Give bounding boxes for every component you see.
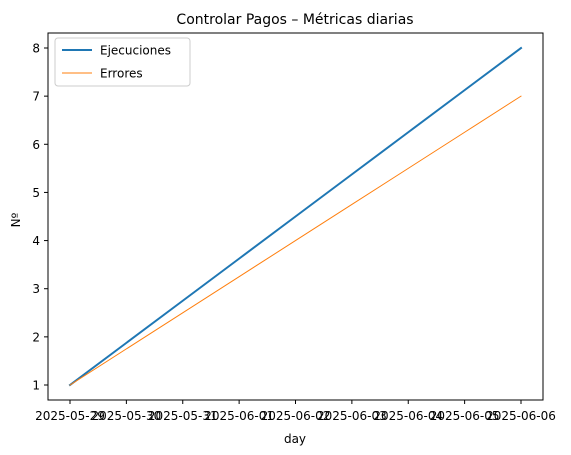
y-tick-label: 2	[32, 330, 40, 344]
y-tick-label: 3	[32, 282, 40, 296]
legend-label: Ejecuciones	[100, 44, 171, 58]
x-tick-label: 2025-05-31	[148, 409, 218, 423]
x-tick-label: 2025-06-01	[204, 409, 274, 423]
x-tick-label: 2025-05-29	[35, 409, 105, 423]
series-line-errores	[69, 95, 522, 386]
x-axis: 2025-05-292025-05-302025-05-312025-06-01…	[35, 400, 556, 423]
x-tick-label: 2025-05-30	[92, 409, 162, 423]
y-tick-label: 7	[32, 90, 40, 104]
y-tick-label: 5	[32, 186, 40, 200]
x-tick-label: 2025-06-04	[373, 409, 443, 423]
y-axis: 1 2 3 4 5 6 7 8	[32, 42, 48, 393]
y-tick-label: 6	[32, 138, 40, 152]
legend-label: Errores	[100, 67, 143, 81]
x-tick-label: 2025-06-02	[261, 409, 331, 423]
x-tick-label: 2025-06-03	[317, 409, 387, 423]
x-axis-label: day	[284, 432, 306, 446]
chart-title: Controlar Pagos – Métricas diarias	[176, 12, 413, 28]
x-tick-label: 2025-06-06	[486, 409, 556, 423]
legend: Ejecuciones Errores	[54, 37, 191, 87]
y-axis-label: Nº	[9, 212, 23, 227]
series-line-ejecuciones	[68, 46, 523, 387]
y-tick-label: 8	[32, 42, 40, 56]
y-tick-label: 1	[32, 379, 40, 393]
y-tick-label: 4	[32, 234, 40, 248]
plot-area	[68, 46, 523, 387]
x-tick-label: 2025-06-05	[430, 409, 500, 423]
